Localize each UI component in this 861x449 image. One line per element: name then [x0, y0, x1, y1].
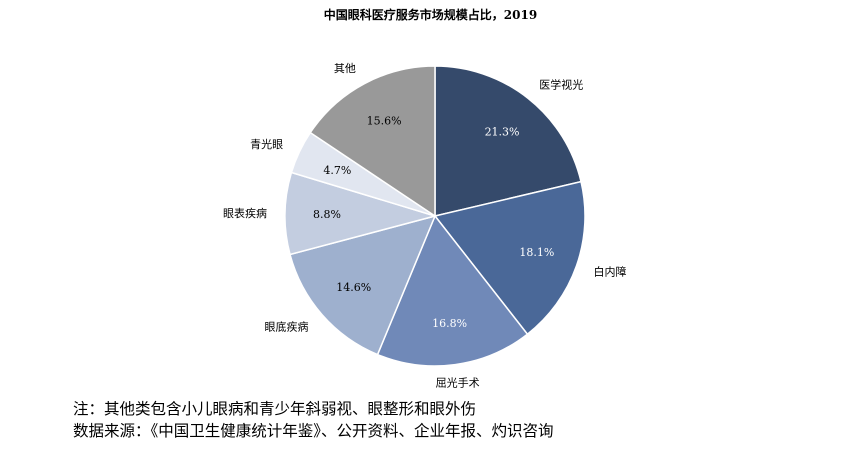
footnote-source: 数据来源：《中国卫生健康统计年鉴》、公开资料、企业年报、灼识咨询 — [73, 422, 554, 440]
slice-value-label-4: 14.6% — [336, 281, 371, 294]
pie-slice-1 — [434, 65, 582, 217]
footnote-note: 注：其他类包含小儿眼病和青少年斜弱视、眼整形和眼外伤 — [73, 400, 477, 418]
slice-value-label-7: 15.6% — [367, 115, 402, 128]
slice-category-label-6: 青光眼 — [250, 137, 283, 151]
pie-slice-7 — [309, 65, 436, 218]
slice-category-label-7: 其他 — [334, 62, 356, 75]
pie-slice-5 — [284, 171, 438, 256]
slice-value-label-2: 18.1% — [519, 246, 554, 259]
chart-title: 中国眼科医疗服务市场规模占比，2019 — [323, 8, 538, 22]
slice-value-label-6: 4.7% — [323, 164, 351, 177]
slice-category-label-1: 医学视光 — [539, 77, 583, 91]
pie-labels: 21.3% 医学视光 18.1% 白内障 16.8% 屈光手术 14.6% 眼底疾病 8.8% 眼… — [223, 62, 626, 390]
pie-slice-3 — [376, 214, 529, 367]
slice-category-label-3: 屈光手术 — [436, 375, 480, 389]
slice-value-label-1: 21.3% — [485, 125, 520, 138]
slice-category-label-2: 白内障 — [593, 265, 626, 279]
slice-value-label-5: 8.8% — [313, 208, 341, 221]
slice-value-label-3: 16.8% — [432, 317, 467, 330]
slice-category-label-5: 眼表疾病 — [223, 206, 267, 220]
pie-slice-4 — [289, 214, 437, 356]
pie-chart: 21.3% 医学视光 18.1% 白内障 16.8% 屈光手术 14.6% 眼底疾病 8.8% 眼… — [223, 62, 626, 390]
pie-slices — [284, 65, 586, 367]
pie-slice-2 — [433, 180, 586, 336]
slice-category-label-4: 眼底疾病 — [265, 320, 309, 334]
